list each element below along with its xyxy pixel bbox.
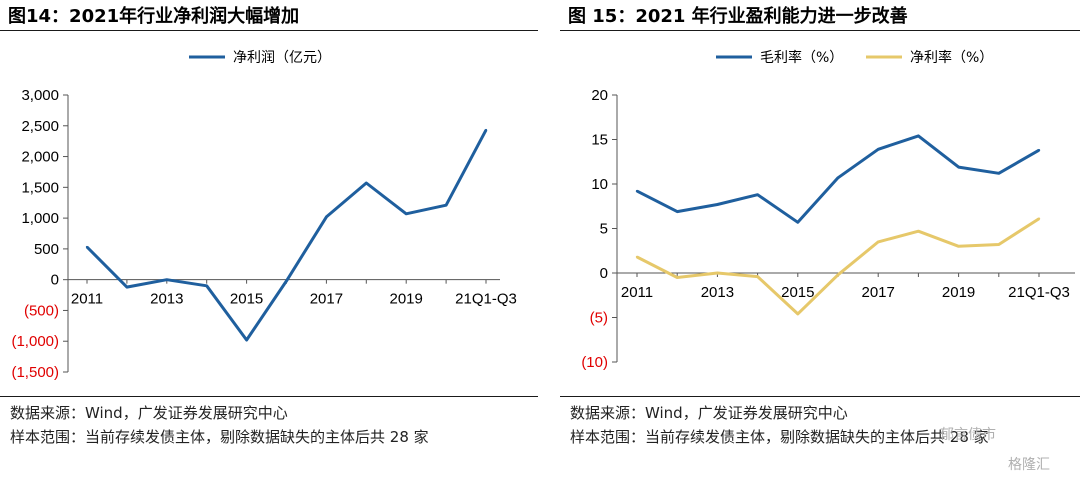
figure-15-panel: 图 15：2021 年行业盈利能力进一步改善 20 15 10 5 0 (5) (10) 20… [560, 0, 1080, 480]
top-rule [0, 30, 538, 31]
y-tick-label: (10) [581, 354, 608, 371]
y-tick-label: 15 [591, 132, 608, 149]
data-point [756, 275, 759, 278]
data-point [676, 210, 679, 213]
series-line [85, 129, 488, 342]
y-tick-label: 0 [51, 272, 59, 289]
x-tick-label: 2013 [150, 291, 183, 308]
data-point [285, 279, 288, 283]
data-point [325, 215, 328, 219]
data-point [917, 229, 920, 233]
x-tick-label: 21Q1-Q3 [455, 291, 517, 308]
data-point [125, 285, 129, 289]
y-tick-label: 2,500 [21, 118, 59, 135]
bottom-rule [560, 396, 1080, 397]
watermark-text: 格隆汇 [1008, 457, 1050, 473]
data-point [957, 245, 960, 248]
y-tick-label: 0 [600, 265, 608, 282]
data-point [245, 338, 248, 342]
x-tick-label: 2017 [310, 291, 343, 308]
data-point [635, 189, 639, 193]
data-point [1037, 217, 1041, 220]
y-tick-label: 5 [600, 221, 608, 238]
data-point [796, 221, 799, 224]
data-point [444, 203, 448, 207]
data-point [676, 276, 679, 279]
sample-scope-line: 样本范围：当前存续发债主体，剔除数据缺失的主体后共 28 家 [10, 428, 429, 446]
y-tick-label: (500) [24, 302, 59, 319]
watermark-text: 郁言债市 [940, 427, 996, 443]
x-tick-label: 2017 [862, 284, 895, 301]
y-tick-label: 500 [34, 241, 59, 258]
x-tick-label: 2015 [230, 291, 263, 308]
data-point [365, 181, 368, 185]
data-point [756, 193, 759, 196]
legend-label: 毛利率（%） [760, 49, 843, 66]
series-line [636, 217, 1040, 316]
y-tick-label: 1,000 [21, 210, 59, 227]
y-tick-label: (1,000) [11, 333, 59, 350]
data-point [836, 273, 840, 276]
data-point [716, 203, 719, 206]
top-rule [560, 30, 1080, 31]
figure-14-title: 图14：2021年行业净利润大幅增加 [8, 6, 300, 27]
figure-14-panel: 图14：2021年行业净利润大幅增加 3,000 2,500 2,000 1,500 1… [0, 0, 538, 480]
data-point [796, 312, 799, 316]
net-profit-chart: 3,000 2,500 2,000 1,500 1,000 500 0 (500) (1,000… [11, 50, 517, 381]
data-point [877, 240, 880, 244]
data-point [85, 245, 89, 249]
y-tick-label: 2,000 [21, 149, 59, 166]
data-source-line: 数据来源：Wind，广发证券发展研究中心 [10, 404, 288, 422]
data-point [917, 134, 920, 138]
x-tick-label: 2013 [701, 284, 734, 301]
data-point [1037, 148, 1041, 152]
y-tick-label: (1,500) [11, 364, 59, 381]
x-tick-label: 2019 [390, 291, 423, 308]
data-point [205, 284, 208, 288]
data-point [484, 128, 488, 132]
legend-label: 净利率（%） [910, 49, 993, 66]
y-tick-label: 10 [591, 176, 608, 193]
bottom-rule [0, 396, 538, 397]
data-point [836, 176, 840, 179]
series-line [636, 134, 1040, 224]
data-point [165, 278, 168, 281]
figure-15-title: 图 15：2021 年行业盈利能力进一步改善 [568, 6, 908, 27]
data-point [635, 255, 639, 259]
x-tick-label: 21Q1-Q3 [1008, 284, 1070, 301]
data-point [405, 212, 408, 216]
x-tick-label: 2011 [621, 284, 653, 301]
y-tick-label: 20 [591, 87, 608, 104]
y-tick-label: 3,000 [21, 87, 59, 104]
data-point [877, 148, 880, 151]
data-point [716, 271, 719, 275]
x-tick-label: 2015 [781, 284, 814, 301]
legend-label: 净利润（亿元） [233, 50, 331, 66]
x-tick-label: 2019 [942, 284, 975, 301]
data-source-line: 数据来源：Wind，广发证券发展研究中心 [570, 404, 848, 422]
sample-scope-line: 样本范围：当前存续发债主体，剔除数据缺失的主体后共 28 家 [570, 428, 989, 446]
data-point [997, 243, 1000, 246]
data-point [957, 165, 960, 169]
y-tick-label: (5) [590, 310, 608, 327]
x-tick-label: 2011 [71, 291, 103, 308]
data-point [997, 172, 1000, 175]
y-tick-label: 1,500 [21, 179, 59, 196]
